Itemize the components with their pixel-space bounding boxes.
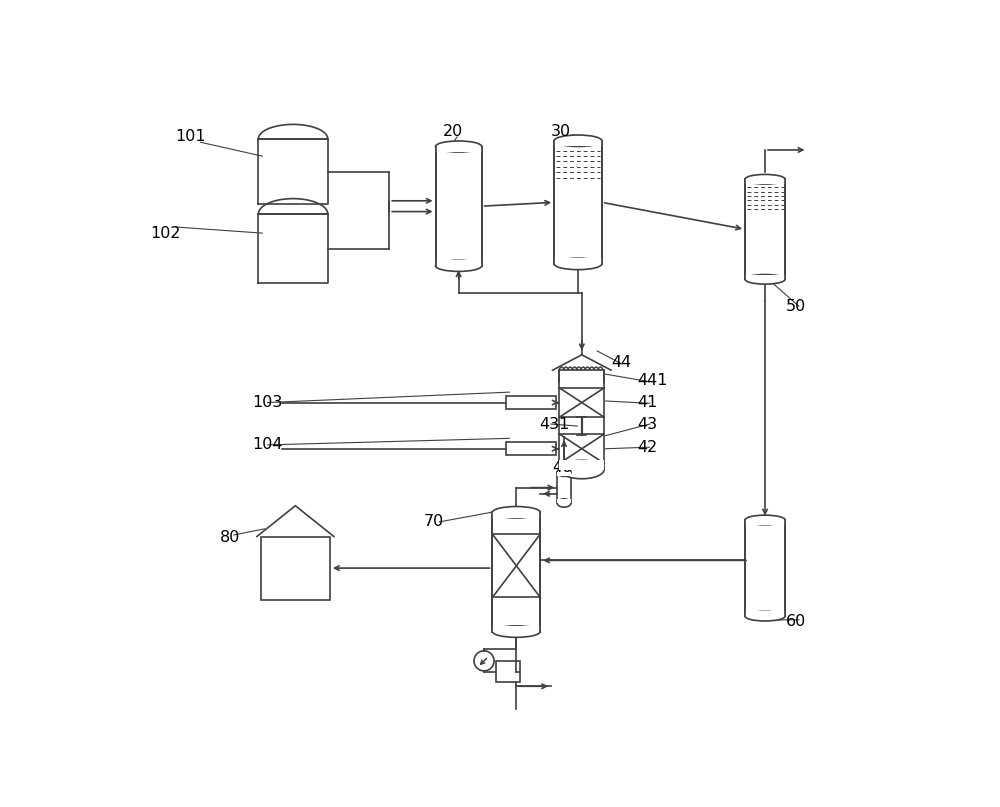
Ellipse shape <box>554 258 602 270</box>
Ellipse shape <box>745 174 785 184</box>
Ellipse shape <box>436 261 482 271</box>
Bar <box>506 396 556 409</box>
Text: 102: 102 <box>151 226 181 240</box>
Bar <box>436 147 482 152</box>
Bar <box>557 472 571 476</box>
Bar <box>496 661 520 683</box>
Text: 43: 43 <box>637 416 657 432</box>
Ellipse shape <box>557 499 571 507</box>
Bar <box>745 179 785 184</box>
Text: 104: 104 <box>252 437 283 453</box>
Ellipse shape <box>559 460 604 479</box>
Text: 40: 40 <box>553 461 573 475</box>
Bar <box>492 512 540 518</box>
Bar <box>745 274 785 279</box>
Text: 20: 20 <box>443 124 463 139</box>
Ellipse shape <box>554 135 602 146</box>
Text: 30: 30 <box>551 124 571 139</box>
Bar <box>436 261 482 266</box>
Bar <box>261 537 330 600</box>
Text: 44: 44 <box>611 355 631 370</box>
Text: 60: 60 <box>786 614 806 629</box>
Ellipse shape <box>745 515 785 525</box>
Text: 441: 441 <box>637 374 668 388</box>
Bar <box>506 442 556 455</box>
Bar <box>745 520 785 525</box>
Text: 70: 70 <box>424 514 444 529</box>
Text: 103: 103 <box>252 395 283 410</box>
Text: 41: 41 <box>637 395 658 410</box>
Text: 42: 42 <box>637 440 657 454</box>
Text: 80: 80 <box>220 529 240 545</box>
Text: 431: 431 <box>539 416 570 432</box>
Ellipse shape <box>745 612 785 621</box>
Ellipse shape <box>492 626 540 638</box>
Ellipse shape <box>745 274 785 284</box>
Ellipse shape <box>557 468 571 476</box>
Bar <box>559 460 604 470</box>
Bar <box>745 612 785 617</box>
Ellipse shape <box>436 141 482 152</box>
Bar <box>492 626 540 632</box>
Bar <box>554 140 602 146</box>
Bar <box>557 499 571 503</box>
Bar <box>554 258 602 264</box>
Text: 50: 50 <box>786 299 806 314</box>
Ellipse shape <box>492 507 540 518</box>
Text: 101: 101 <box>175 129 206 144</box>
